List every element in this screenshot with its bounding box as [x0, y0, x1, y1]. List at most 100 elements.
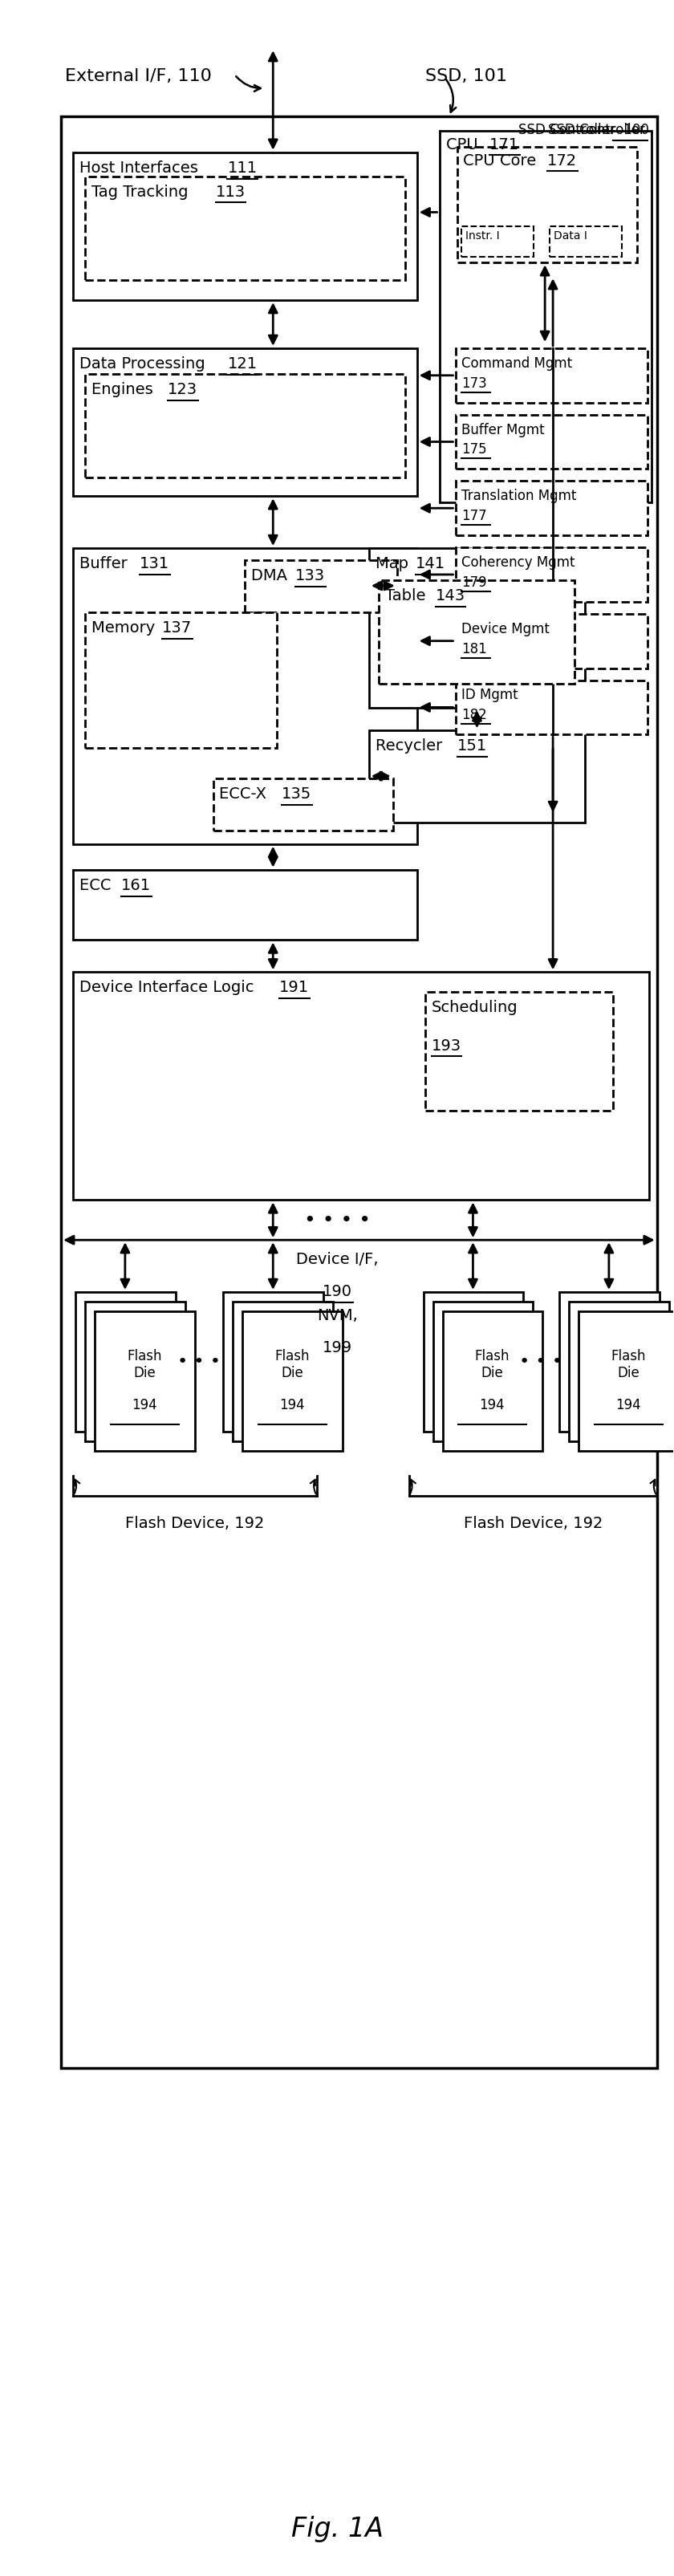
Text: Scheduling: Scheduling	[431, 999, 518, 1015]
Bar	[61, 116, 657, 2069]
Text: DMA: DMA	[251, 569, 293, 582]
Text: SSD Controller: SSD Controller	[548, 124, 649, 137]
Text: Device Mgmt: Device Mgmt	[462, 621, 550, 636]
Text: • • •: • • •	[519, 1352, 563, 1370]
Bar	[85, 1301, 185, 1443]
Bar	[439, 131, 651, 502]
Text: 143: 143	[435, 587, 465, 603]
Text: Device I/F,: Device I/F,	[296, 1252, 378, 1267]
Text: Fig. 1A: Fig. 1A	[291, 2517, 383, 2543]
Text: Buffer: Buffer	[80, 556, 133, 572]
Text: Instr. I: Instr. I	[466, 232, 500, 242]
Bar	[73, 549, 417, 845]
Bar	[85, 613, 277, 747]
Text: 194: 194	[131, 1399, 157, 1412]
Bar	[456, 415, 647, 469]
Text: 191: 191	[280, 979, 309, 994]
Text: 113: 113	[216, 185, 245, 198]
Text: 151: 151	[457, 739, 487, 755]
Text: Data I: Data I	[554, 232, 587, 242]
Text: 194: 194	[615, 1399, 641, 1412]
Text: ECC: ECC	[80, 878, 116, 894]
Bar	[85, 175, 405, 281]
Bar	[456, 482, 647, 536]
Bar	[550, 227, 621, 258]
Bar	[578, 1311, 674, 1450]
Bar	[73, 871, 417, 940]
Bar	[457, 147, 637, 263]
Text: 135: 135	[282, 786, 311, 801]
Bar	[73, 348, 417, 497]
Bar	[73, 152, 417, 301]
Text: SSD Controller  100: SSD Controller 100	[518, 124, 649, 137]
Text: Recycler: Recycler	[375, 739, 448, 755]
Text: Command Mgmt: Command Mgmt	[462, 355, 573, 371]
Text: Memory: Memory	[92, 621, 160, 636]
Text: 175: 175	[462, 443, 487, 456]
Bar	[245, 559, 397, 613]
Text: 194: 194	[280, 1399, 305, 1412]
Text: 171: 171	[490, 137, 520, 152]
Text: External I/F, 110: External I/F, 110	[65, 67, 212, 85]
Text: Data Processing: Data Processing	[80, 355, 210, 371]
Text: Flash Device, 192: Flash Device, 192	[464, 1515, 603, 1530]
Bar	[456, 348, 647, 402]
Text: ID Mgmt: ID Mgmt	[462, 688, 518, 703]
Text: • • • •: • • • •	[304, 1211, 370, 1231]
Text: Flash Device, 192: Flash Device, 192	[125, 1515, 264, 1530]
Bar	[85, 374, 405, 477]
Text: Translation Mgmt: Translation Mgmt	[462, 489, 577, 502]
Bar	[94, 1311, 195, 1450]
Text: 177: 177	[462, 510, 487, 523]
Bar	[559, 1293, 659, 1432]
Bar	[456, 546, 647, 603]
Text: 194: 194	[479, 1399, 505, 1412]
Bar	[456, 680, 647, 734]
Text: Buffer Mgmt: Buffer Mgmt	[462, 422, 545, 438]
Bar	[462, 227, 534, 258]
Text: SSD, 101: SSD, 101	[425, 67, 507, 85]
Bar	[425, 992, 613, 1110]
Text: 193: 193	[431, 1038, 461, 1054]
Text: Map: Map	[375, 556, 413, 572]
Text: Table: Table	[385, 587, 431, 603]
Text: 190: 190	[322, 1283, 352, 1298]
Bar	[224, 1293, 324, 1432]
Text: 161: 161	[121, 878, 151, 894]
Text: 111: 111	[227, 160, 257, 175]
Text: 141: 141	[415, 556, 445, 572]
Text: ECC-X: ECC-X	[220, 786, 272, 801]
Text: 199: 199	[322, 1340, 352, 1355]
Text: 133: 133	[295, 569, 325, 582]
Bar	[369, 732, 585, 822]
Bar	[379, 580, 574, 685]
Text: 179: 179	[462, 574, 487, 590]
Text: NVM,: NVM,	[317, 1309, 357, 1324]
Text: 181: 181	[462, 641, 487, 657]
Text: Device Interface Logic: Device Interface Logic	[80, 979, 259, 994]
Text: CPU: CPU	[446, 137, 483, 152]
Text: Flash
Die: Flash Die	[127, 1350, 162, 1381]
Text: 121: 121	[227, 355, 257, 371]
Bar	[443, 1311, 543, 1450]
Bar	[73, 971, 649, 1200]
Text: CPU Core: CPU Core	[463, 152, 542, 167]
Text: Host Interfaces: Host Interfaces	[80, 160, 203, 175]
Text: Coherency Mgmt: Coherency Mgmt	[462, 556, 576, 569]
Bar	[569, 1301, 669, 1443]
Bar	[456, 613, 647, 667]
Bar	[233, 1301, 333, 1443]
Bar	[213, 778, 393, 829]
Text: Flash
Die: Flash Die	[611, 1350, 646, 1381]
Text: 173: 173	[462, 376, 487, 392]
Text: 131: 131	[140, 556, 169, 572]
Text: Flash
Die: Flash Die	[474, 1350, 510, 1381]
Text: 172: 172	[547, 152, 577, 167]
Text: • • •: • • •	[177, 1352, 220, 1370]
Bar	[243, 1311, 342, 1450]
Text: Flash
Die: Flash Die	[275, 1350, 309, 1381]
Text: 137: 137	[162, 621, 191, 636]
Bar	[75, 1293, 175, 1432]
Bar	[433, 1301, 533, 1443]
Text: 182: 182	[462, 708, 487, 721]
